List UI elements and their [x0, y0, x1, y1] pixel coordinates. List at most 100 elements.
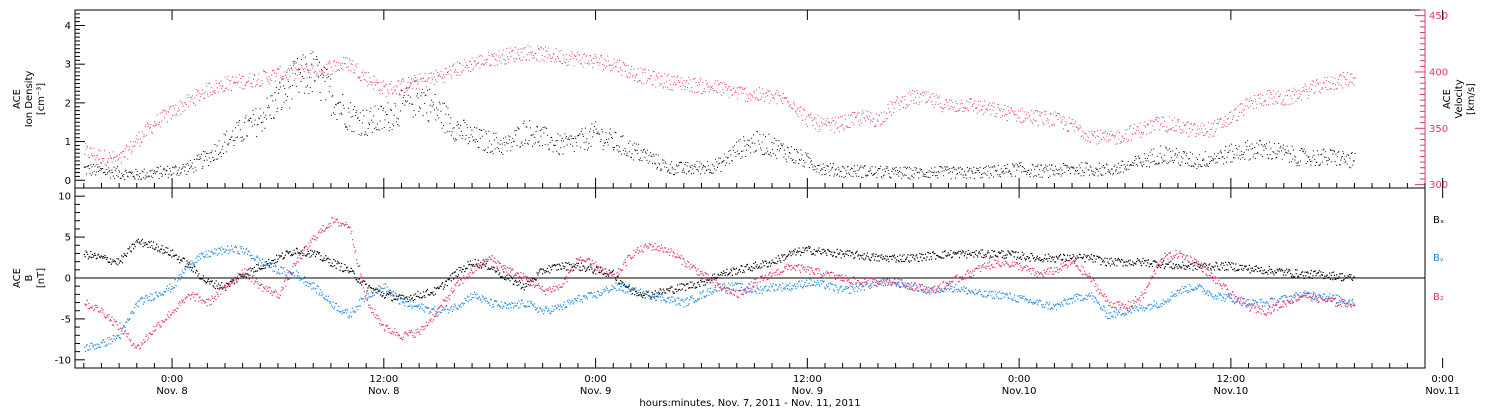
density-point	[1074, 170, 1076, 171]
bx-point	[586, 268, 588, 270]
velocity-point	[512, 50, 514, 52]
velocity-point	[643, 83, 645, 85]
density-point	[565, 137, 567, 139]
velocity-point	[111, 161, 113, 163]
density-point	[652, 153, 654, 155]
bx-point	[509, 280, 511, 282]
velocity-point	[208, 83, 210, 85]
velocity-point	[241, 75, 243, 77]
density-point	[194, 166, 196, 168]
velocity-point	[1003, 109, 1005, 110]
velocity-point	[953, 108, 955, 110]
velocity-point	[730, 89, 732, 91]
density-point	[707, 161, 709, 163]
density-point	[280, 109, 282, 110]
bx-point	[863, 253, 865, 255]
velocity-point	[518, 54, 520, 56]
velocity-point	[530, 51, 532, 53]
velocity-point	[1217, 123, 1219, 125]
velocity-point	[741, 87, 743, 88]
density-point	[1081, 169, 1083, 171]
velocity-point	[1015, 114, 1017, 115]
velocity-point	[664, 73, 666, 75]
velocity-point	[1114, 137, 1116, 139]
velocity-point	[1252, 100, 1254, 102]
bx-point	[148, 241, 151, 244]
velocity-point	[669, 79, 671, 81]
density-point	[996, 169, 998, 171]
density-point	[1000, 176, 1002, 178]
density-point	[1167, 149, 1169, 151]
velocity-point	[225, 88, 227, 90]
density-point	[378, 129, 380, 131]
velocity-point	[1095, 136, 1096, 138]
velocity-point	[675, 84, 676, 86]
bx-point	[453, 271, 456, 273]
velocity-point	[111, 158, 112, 159]
velocity-point	[805, 123, 807, 125]
density-point	[1265, 147, 1267, 149]
bx-point	[584, 267, 586, 269]
velocity-point	[1281, 104, 1283, 106]
velocity-point	[1111, 134, 1113, 136]
velocity-point	[1346, 79, 1348, 81]
density-point	[575, 138, 577, 140]
density-point	[407, 100, 409, 102]
velocity-point	[698, 82, 700, 84]
velocity-point	[1215, 128, 1217, 130]
density-point	[1085, 167, 1087, 169]
bx-point	[444, 284, 446, 286]
bx-point	[895, 261, 897, 263]
density-point	[121, 175, 123, 177]
velocity-point	[300, 73, 302, 75]
bx-point	[233, 283, 236, 285]
velocity-point	[994, 115, 996, 117]
velocity-point	[1344, 78, 1346, 80]
bx-point	[388, 292, 390, 294]
bx-point	[606, 273, 608, 275]
bx-point	[719, 277, 721, 279]
density-point	[882, 169, 884, 171]
bx-point	[947, 252, 949, 254]
bx-point	[800, 251, 803, 253]
density-point	[486, 133, 488, 135]
bx-point	[419, 292, 421, 294]
velocity-point	[238, 80, 240, 82]
bx-point	[499, 276, 502, 278]
velocity-point	[191, 99, 193, 101]
density-point	[311, 63, 313, 65]
velocity-point	[624, 64, 626, 66]
density-point	[145, 175, 147, 177]
density-point	[958, 167, 960, 169]
velocity-point	[915, 102, 917, 104]
bx-point	[715, 278, 718, 280]
density-point	[304, 56, 306, 58]
bx-point	[785, 258, 787, 260]
density-point	[601, 131, 603, 133]
bx-point	[357, 281, 359, 283]
velocity-point	[792, 101, 794, 103]
density-point	[711, 172, 713, 174]
velocity-point	[580, 63, 582, 65]
density-point	[712, 164, 714, 166]
density-point	[1324, 151, 1326, 153]
velocity-point	[489, 65, 491, 67]
density-point	[1034, 175, 1036, 177]
density-point	[1147, 160, 1149, 162]
density-point	[377, 129, 379, 131]
velocity-point	[758, 100, 760, 102]
bx-point	[457, 274, 460, 276]
velocity-point	[171, 118, 172, 120]
velocity-point	[231, 89, 232, 91]
bx-point	[376, 288, 379, 290]
density-point	[1305, 163, 1307, 164]
density-point	[877, 169, 879, 171]
velocity-point	[1076, 126, 1078, 128]
velocity-point	[1104, 130, 1106, 132]
density-point	[841, 165, 843, 167]
density-point	[293, 63, 295, 65]
density-point	[413, 110, 415, 111]
density-point	[336, 119, 338, 120]
velocity-point	[271, 70, 273, 72]
density-point	[460, 130, 462, 132]
